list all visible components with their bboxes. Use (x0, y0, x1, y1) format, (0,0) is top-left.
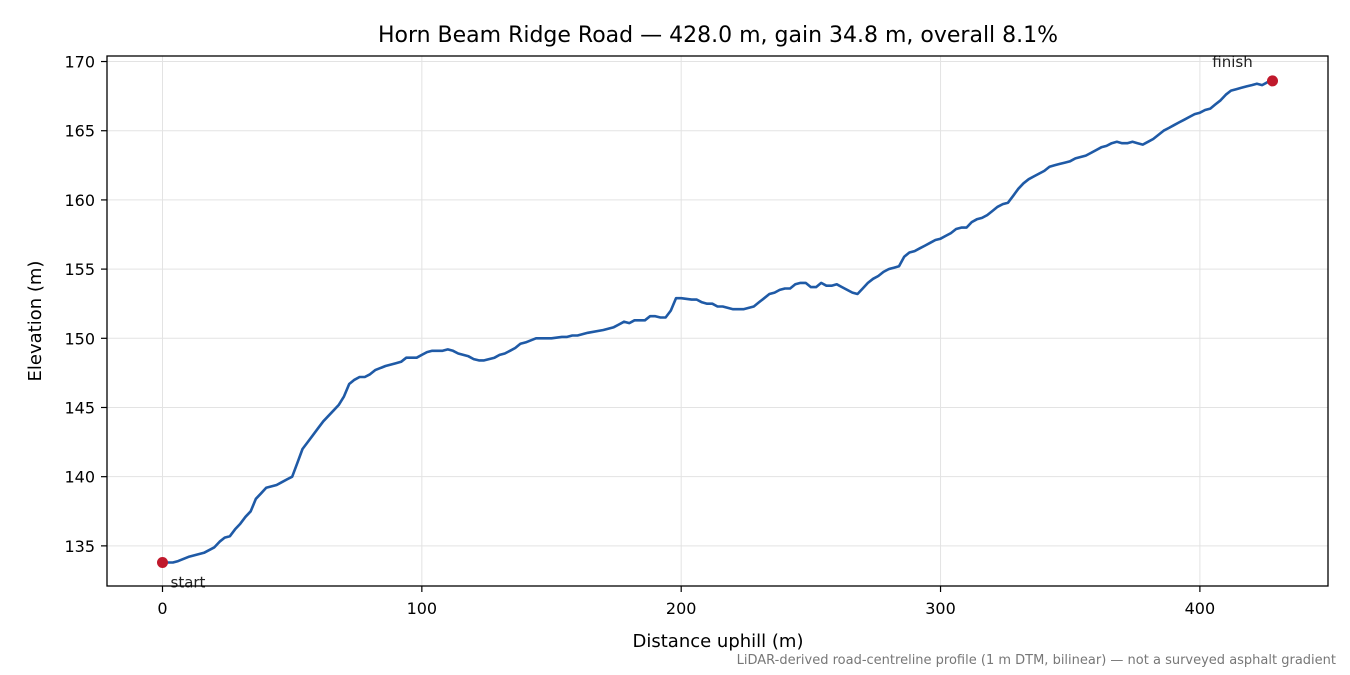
y-axis: 135 140 145 150 155 160 165 170 (64, 53, 107, 556)
y-axis-label: Elevation (m) (25, 261, 46, 382)
x-tick-label: 100 (407, 599, 438, 618)
y-tick-label: 145 (64, 398, 95, 417)
y-tick-label: 160 (64, 191, 95, 210)
y-tick-label: 170 (64, 53, 95, 72)
y-tick-label: 140 (64, 468, 95, 487)
start-marker (157, 556, 168, 568)
x-tick-label: 200 (666, 599, 697, 618)
finish-label: finish (1212, 53, 1252, 71)
x-tick-label: 300 (925, 599, 956, 618)
y-tick-label: 150 (64, 329, 95, 348)
y-tick-label: 165 (64, 122, 95, 141)
start-label: start (171, 573, 206, 591)
finish-marker (1267, 75, 1278, 87)
x-axis: 0 100 200 300 400 (157, 586, 1215, 618)
y-tick-label: 155 (64, 260, 95, 279)
x-tick-label: 400 (1185, 599, 1216, 618)
plot-area: start finish (157, 53, 1278, 591)
y-tick-label: 135 (64, 537, 95, 556)
grid-lines (107, 56, 1328, 586)
plot-frame (106, 55, 1329, 587)
chart-title: Horn Beam Ridge Road — 428.0 m, gain 34.… (378, 23, 1058, 48)
chart-footnote: LiDAR-derived road-centreline profile (1… (737, 653, 1336, 668)
x-axis-label: Distance uphill (m) (633, 631, 804, 652)
elevation-line (161, 79, 1274, 564)
x-tick-label: 0 (157, 599, 167, 618)
